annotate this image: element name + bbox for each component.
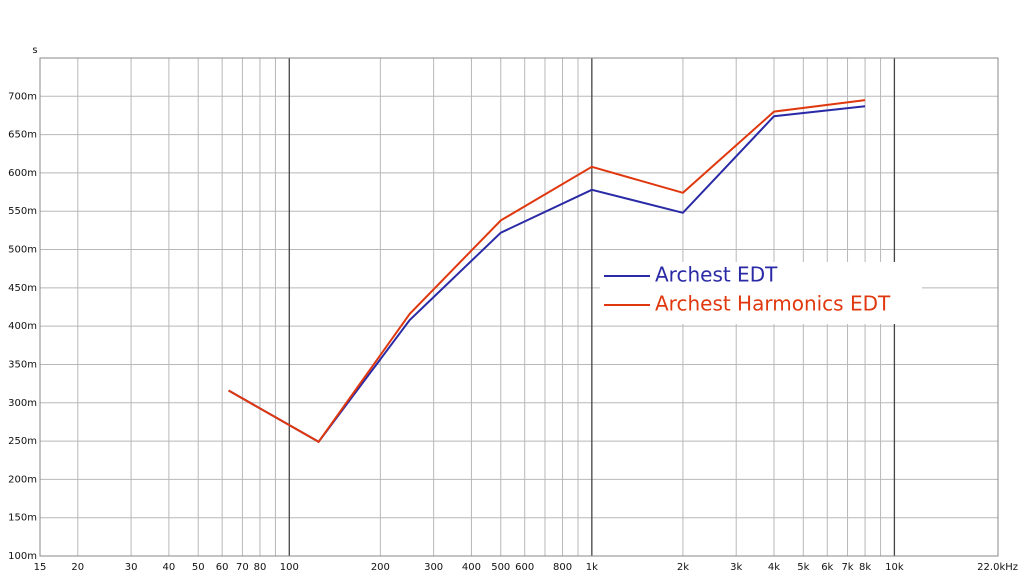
legend-text: Archest EDT [655, 263, 778, 287]
plot-frame [39, 57, 999, 557]
y-tick-label: 550m [8, 206, 37, 217]
y-tick-label: 600m [8, 168, 37, 179]
x-tick-label: 2k [677, 562, 689, 573]
x-tick-label: 8k [859, 562, 871, 573]
x-tick-label: 40 [163, 562, 176, 573]
y-tick-label: 300m [8, 398, 37, 409]
y-tick-label: 400m [8, 321, 37, 332]
x-tick-label: 300 [424, 562, 443, 573]
x-tick-label: 80 [254, 562, 267, 573]
x-tick-label: 60 [216, 562, 229, 573]
x-tick-label: 30 [125, 562, 138, 573]
legend-box [600, 262, 922, 324]
x-tick-label: 20 [71, 562, 84, 573]
legend-text: Archest Harmonics EDT [655, 292, 891, 316]
x-tick-label: 50 [192, 562, 205, 573]
x-tick-label: 3k [730, 562, 742, 573]
x-tick-label: 4k [768, 562, 780, 573]
y-tick-label: 250m [8, 436, 37, 447]
y-tick-label: 650m [8, 130, 37, 141]
y-unit: s [32, 45, 37, 56]
y-tick-label: 700m [8, 91, 37, 102]
x-tick-label: 10k [885, 562, 904, 573]
x-tick-label: 15 [34, 562, 47, 573]
y-tick-label: 100m [8, 551, 37, 562]
y-tick-label: 500m [8, 245, 37, 256]
x-tick-label: 800 [553, 562, 572, 573]
x-tick-label: 500 [491, 562, 510, 573]
x-tick-label: 1k [586, 562, 598, 573]
y-tick-label: 350m [8, 359, 37, 370]
y-tick-label: 150m [8, 513, 37, 524]
y-tick-label: 450m [8, 283, 37, 294]
x-tick-label: 22.0kHz [977, 562, 1018, 573]
y-tick-label: 200m [8, 474, 37, 485]
x-tick-label: 200 [371, 562, 390, 573]
x-tick-label: 600 [515, 562, 534, 573]
x-tick-label: 7k [841, 562, 853, 573]
x-tick-label: 6k [821, 562, 833, 573]
x-tick-label: 5k [797, 562, 809, 573]
x-tick-label: 100 [280, 562, 299, 573]
series-line [228, 99, 866, 444]
x-tick-label: 400 [462, 562, 481, 573]
x-tick-label: 70 [236, 562, 249, 573]
